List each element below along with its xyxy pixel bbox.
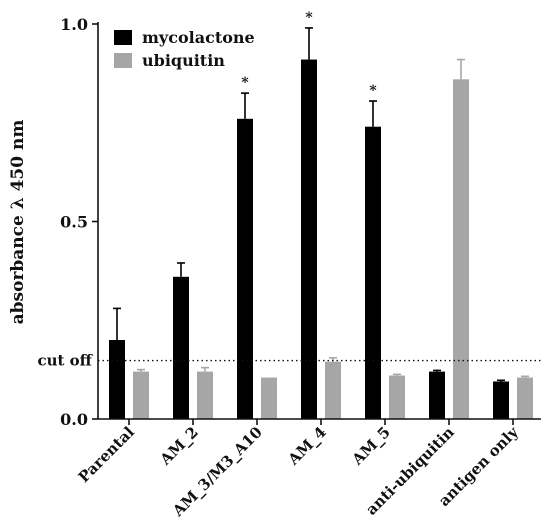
bar-ubiquitin-am-2 xyxy=(197,371,213,419)
bar-mycolactone-am-3-m3-a10 xyxy=(237,118,253,420)
y-axis-label: absorbance λ 450 nm xyxy=(8,120,28,325)
bar-mycolactone-am-5 xyxy=(365,126,381,419)
bar-mycolactone-anti-ubiquitin xyxy=(429,371,445,419)
bar-ubiquitin-anti-ubiquitin xyxy=(453,79,469,420)
bar-ubiquitin-am-3-m3-a10 xyxy=(261,377,277,419)
bar-ubiquitin-am-4 xyxy=(325,361,341,419)
x-tick-label-parental: Parental xyxy=(75,423,138,486)
y-tick-label-1-0: 1.0 xyxy=(60,15,88,34)
significance-star-am-5: * xyxy=(369,83,377,99)
legend-label-ubiquitin: ubiquitin xyxy=(142,51,225,70)
bar-mycolactone-antigen-only xyxy=(493,381,509,419)
x-tick-label-am-5: AM_5 xyxy=(348,423,394,469)
legend-swatch-ubiquitin xyxy=(114,53,132,68)
significance-star-am-4: * xyxy=(305,10,313,26)
bar-mycolactone-parental xyxy=(109,340,125,419)
bar-mycolactone-am-2 xyxy=(173,276,189,419)
bars-layer xyxy=(109,59,533,420)
cutoff-label: cut off xyxy=(37,352,93,370)
bar-ubiquitin-antigen-only xyxy=(517,377,533,419)
legend-swatch-mycolactone xyxy=(114,30,132,45)
significance-star-am-3-m3-a10: * xyxy=(241,75,249,91)
x-tick-label-am-2: AM_2 xyxy=(156,423,202,469)
x-tick-label-am-4: AM_4 xyxy=(284,423,330,469)
y-tick-label-0-0: 0.0 xyxy=(60,410,88,429)
cutoff-layer: cut off xyxy=(37,352,541,370)
significance-layer: * * * xyxy=(241,10,377,99)
error-bars-layer xyxy=(113,27,529,382)
legend-label-mycolactone: mycolactone xyxy=(142,28,255,47)
bar-ubiquitin-parental xyxy=(133,371,149,419)
legend: mycolactone ubiquitin xyxy=(114,28,255,70)
bar-ubiquitin-am-5 xyxy=(389,375,405,419)
bar-mycolactone-am-4 xyxy=(301,59,317,420)
y-tick-label-0-5: 0.5 xyxy=(60,213,88,232)
